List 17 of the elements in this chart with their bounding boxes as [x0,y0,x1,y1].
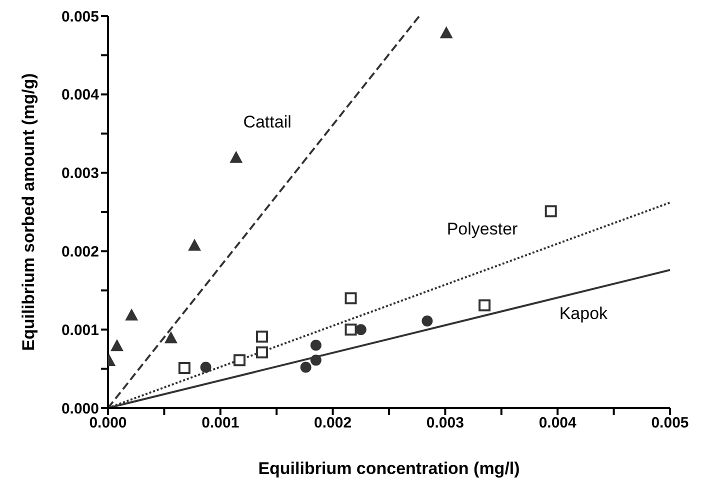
x-axis-title: Equilibrium concentration (mg/l) [258,459,520,478]
y-tick-label: 0.005 [61,8,99,26]
x-tick-label: 0.005 [651,414,689,432]
y-tick-label: 0.003 [61,165,99,182]
series-label: Cattail [243,112,292,132]
y-tick-label: 0.002 [61,244,99,261]
x-tick-label: 0.003 [426,414,464,432]
y-tick-label: 0.004 [61,86,100,104]
series-label: Kapok [559,304,608,323]
x-tick-label: 0.000 [89,414,127,432]
y-axis-title: Equilibrium sorbed amount (mg/g) [19,73,38,351]
x-tick-label: 0.001 [202,414,240,432]
y-tick-label: 0.000 [61,400,99,418]
y-tick-label: 0.001 [61,322,99,339]
x-tick-label: 0.002 [314,414,352,432]
series-label: Polyester [446,220,518,239]
x-tick-label: 0.004 [538,414,578,432]
